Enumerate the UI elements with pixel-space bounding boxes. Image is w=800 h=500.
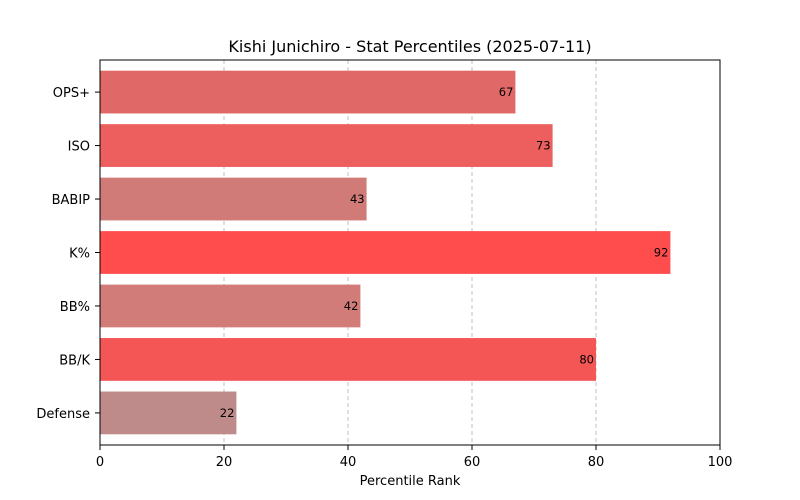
bar bbox=[100, 70, 516, 114]
bar-value-label: 43 bbox=[350, 192, 365, 206]
y-axis-ticks: OPS+ ISO BABIP K% BB% BB/K Defense bbox=[36, 86, 100, 422]
x-tick-label: 80 bbox=[588, 455, 605, 470]
y-tick-label: Defense bbox=[36, 407, 90, 422]
bar-value-label: 67 bbox=[499, 85, 514, 99]
bar bbox=[100, 124, 553, 167]
bar bbox=[100, 231, 671, 274]
bar bbox=[100, 284, 361, 328]
x-axis-label: Percentile Rank bbox=[360, 474, 461, 489]
x-tick-label: 20 bbox=[216, 455, 233, 470]
chart-title: Kishi Junichiro - Stat Percentiles (2025… bbox=[228, 37, 591, 56]
x-tick-label: 100 bbox=[708, 455, 733, 470]
bar bbox=[100, 391, 237, 435]
y-tick-label: BB% bbox=[60, 300, 90, 315]
y-tick-label: OPS+ bbox=[53, 86, 90, 101]
y-tick-label: K% bbox=[69, 247, 90, 262]
bar-value-label: 42 bbox=[344, 299, 359, 313]
x-tick-label: 40 bbox=[340, 455, 357, 470]
bar bbox=[100, 338, 596, 381]
bar bbox=[100, 177, 367, 221]
bars: 67 73 43 92 42 80 22 bbox=[100, 70, 671, 435]
x-tick-label: 60 bbox=[464, 455, 481, 470]
bar-value-label: 80 bbox=[579, 352, 594, 366]
y-tick-label: ISO bbox=[68, 140, 90, 155]
y-tick-label: BB/K bbox=[59, 353, 90, 368]
bar-value-label: 92 bbox=[654, 246, 669, 260]
x-tick-label: 0 bbox=[96, 455, 104, 470]
bar-value-label: 22 bbox=[220, 406, 235, 420]
x-axis-ticks: 0 20 40 60 80 100 bbox=[96, 445, 733, 470]
bar-value-label: 73 bbox=[536, 139, 551, 153]
y-tick-label: BABIP bbox=[52, 193, 91, 208]
